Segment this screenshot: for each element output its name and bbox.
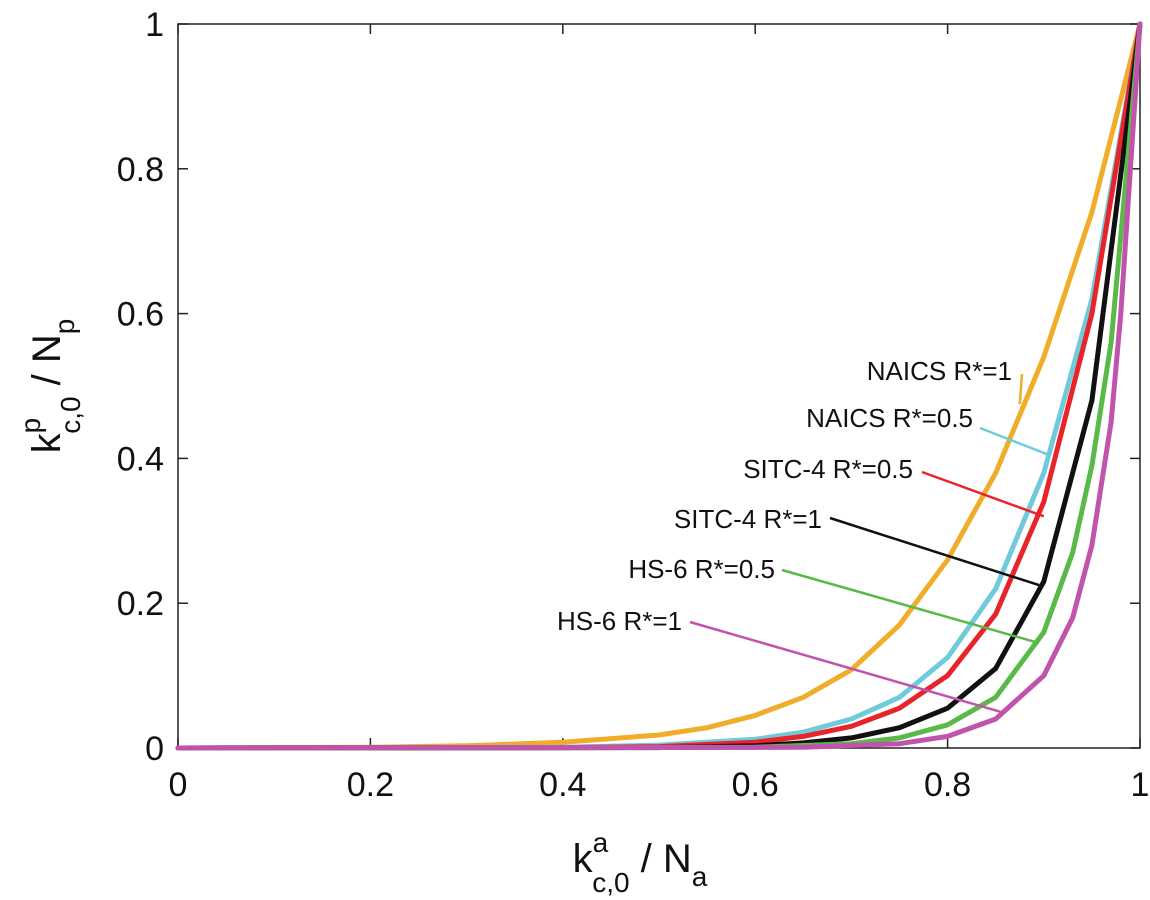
series-label: HS-6 R*=1 — [557, 606, 682, 636]
y-tick-label: 0.4 — [117, 440, 164, 478]
y-tick-label: 0 — [145, 730, 164, 768]
series-leader-line — [979, 426, 1050, 456]
y-tick-label: 0.2 — [117, 585, 164, 623]
x-tick-label: 0.8 — [924, 766, 971, 804]
series-label: NAICS R*=1 — [867, 356, 1012, 386]
y-tick-label: 0.6 — [117, 296, 164, 334]
x-tick-label: 1 — [1131, 766, 1150, 804]
series-leader-line — [1018, 373, 1024, 405]
series-leader-line — [921, 470, 1045, 518]
series-line — [175, 21, 1143, 751]
series-leader-line — [829, 516, 1040, 587]
x-tick-label: 0.2 — [347, 766, 394, 804]
series-label: NAICS R*=0.5 — [806, 403, 973, 433]
series-leader-line — [689, 620, 1001, 714]
x-tick-label: 0.4 — [539, 766, 586, 804]
axis-ticks: 0 0.2 0.4 0.6 0.8 1 0 0.2 0.4 0.6 0.8 1 — [117, 6, 1150, 804]
series-annotations: NAICS R*=1 NAICS R*=0.5 SITC-4 R*=0.5 SITC-… — [557, 356, 1050, 714]
y-axis-label: kp c,0 / Np — [15, 319, 86, 454]
series-leader-line — [781, 568, 1040, 645]
y-tick-label: 0.8 — [117, 151, 164, 189]
series-label: SITC-4 R*=0.5 — [743, 454, 913, 484]
series-label: SITC-4 R*=1 — [674, 504, 822, 534]
series-lines — [175, 21, 1143, 751]
y-tick-label: 1 — [145, 6, 164, 44]
series-line — [175, 21, 1143, 751]
x-tick-label: 0.6 — [732, 766, 779, 804]
x-axis-label: ka c,0 / Na — [573, 827, 708, 898]
x-tick-label: 0 — [169, 766, 188, 804]
series-label: HS-6 R*=0.5 — [628, 554, 775, 584]
